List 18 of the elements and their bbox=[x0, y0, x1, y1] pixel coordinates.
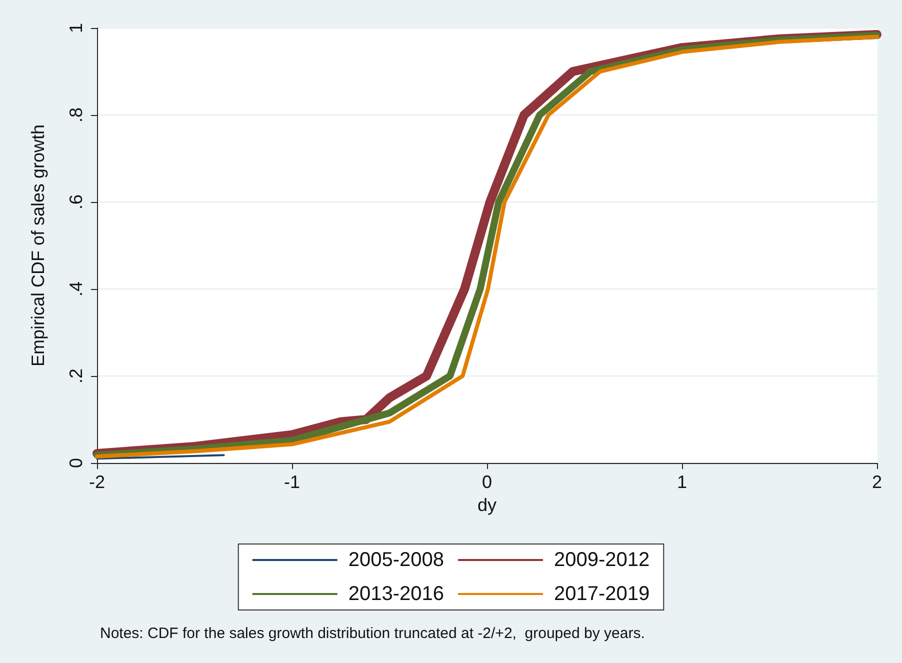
x-tick-label: -1 bbox=[284, 472, 300, 492]
x-tick-label: -2 bbox=[88, 472, 106, 492]
y-tick-label: .8 bbox=[66, 107, 86, 123]
legend-label: 2017-2019 bbox=[554, 583, 650, 605]
y-tick-label: 1 bbox=[66, 22, 86, 34]
y-tick-label: 0 bbox=[66, 458, 86, 468]
text: Notes: CDF for the sales growth distribution truncated at -2/+2, grouped by years. bbox=[100, 625, 645, 642]
legend-label: 2005-2008 bbox=[348, 549, 444, 571]
y-tick-label: .2 bbox=[66, 368, 86, 384]
legend-label: 2013-2016 bbox=[348, 583, 444, 605]
y-tick-label: .6 bbox=[66, 194, 86, 210]
x-tick-label: 1 bbox=[676, 472, 688, 492]
x-tick-label: 0 bbox=[482, 472, 492, 492]
y-axis-title: Empirical CDF of sales growth bbox=[28, 124, 48, 367]
x-tick-label: 2 bbox=[872, 472, 882, 492]
y-tick-label: .4 bbox=[66, 281, 86, 297]
legend-label: 2009-2012 bbox=[554, 549, 650, 571]
x-axis-title: dy bbox=[477, 494, 497, 515]
